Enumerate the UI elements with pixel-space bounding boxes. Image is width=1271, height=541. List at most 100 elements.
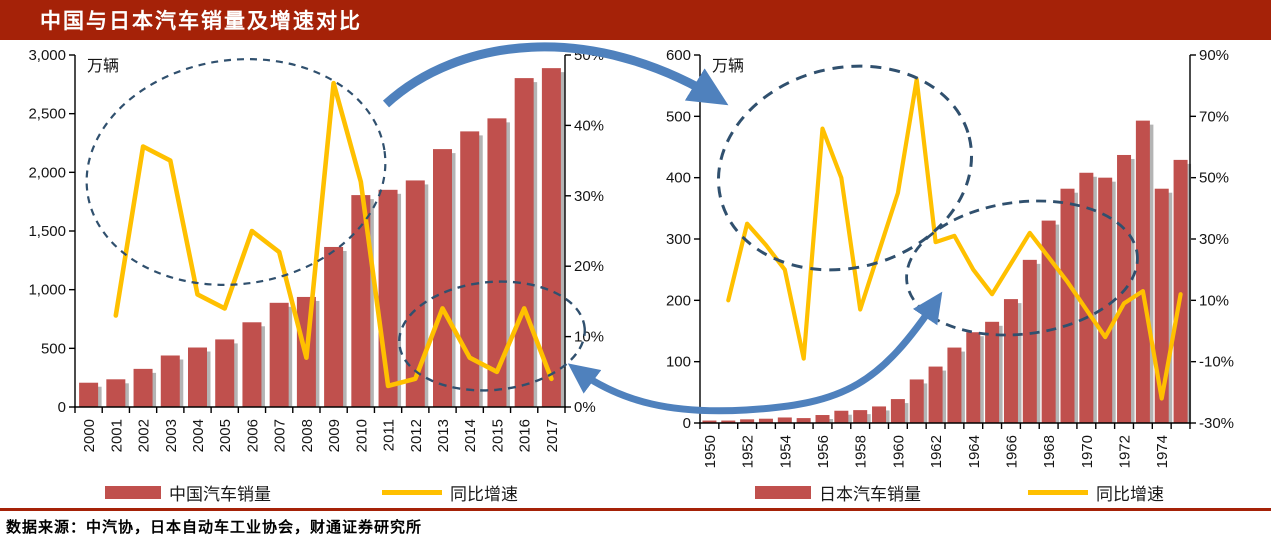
sales-bar (1135, 120, 1150, 424)
x-axis-year-label: 2001 (108, 419, 125, 452)
sales-bar (487, 118, 507, 408)
x-axis-year-label: 2004 (190, 419, 207, 452)
sales-bar (405, 180, 425, 407)
right-axis-tick-label: -30% (1199, 415, 1234, 432)
left-axis-tick-label: 600 (666, 47, 691, 64)
sales-bar (324, 246, 344, 407)
left-axis-tick-label: 300 (666, 231, 691, 248)
sales-bar (796, 418, 811, 423)
x-axis-year-label: 2005 (217, 419, 234, 452)
x-axis-year-label: 1954 (777, 435, 794, 468)
china-growth-legend-swatch (382, 490, 442, 495)
x-axis-year-label: 2003 (163, 419, 180, 452)
x-axis-year-label: 1968 (1041, 435, 1058, 468)
sales-bar (834, 410, 849, 423)
legend-item-japan-growth: 同比增速 (1028, 480, 1164, 505)
x-axis-year-label: 2002 (136, 419, 153, 452)
x-axis-year-label: 1950 (702, 435, 719, 468)
left-axis-tick-label: 0 (683, 415, 691, 432)
sales-bar (433, 149, 452, 408)
x-axis-year-label: 1958 (853, 435, 870, 468)
left-axis-tick-label: 3,000 (28, 47, 66, 64)
sales-bar (985, 321, 1000, 423)
legend-item-china-growth: 同比增速 (382, 480, 518, 505)
x-axis-year-label: 2008 (299, 419, 316, 452)
sales-bar (721, 420, 736, 423)
x-axis-year-label: 2016 (517, 419, 534, 452)
x-axis-year-label: 2000 (81, 419, 98, 452)
sales-bar (1003, 299, 1018, 423)
sales-bar (188, 347, 207, 407)
legend-item-japan-sales: 日本汽车销量 (755, 480, 921, 505)
japan-growth-legend-label: 同比增速 (1096, 485, 1164, 504)
right-axis-tick-label: 30% (1199, 231, 1229, 248)
right-axis-tick-label: -10% (1199, 354, 1234, 371)
right-axis-tick-label: 40% (574, 117, 604, 134)
x-axis-year-label: 1974 (1154, 435, 1171, 468)
left-axis-tick-label: 2,500 (28, 106, 66, 123)
sales-bar (541, 68, 561, 408)
x-axis-year-label: 2011 (381, 419, 398, 451)
right-axis-tick-label: 70% (1199, 108, 1229, 125)
x-axis-year-label: 2017 (544, 419, 561, 452)
left-axis-tick-label: 200 (666, 292, 691, 309)
left-axis-tick-label: 1,500 (28, 223, 66, 240)
sales-bar (853, 410, 868, 423)
sales-bar (79, 382, 99, 407)
left-axis-tick-label: 100 (666, 354, 691, 371)
highlight-ellipse-japan-early-growth (716, 64, 974, 272)
x-axis-year-label: 2009 (326, 419, 343, 452)
sales-bar (758, 418, 773, 423)
right-axis-tick-label: 30% (574, 188, 604, 205)
china-growth-legend-label: 同比增速 (450, 485, 518, 504)
china-auto-sales-chart: 0 500 1,000 1,500 2,000 2,500 3,000 0% 10% 20% 30%… (28, 47, 604, 452)
sales-bar (872, 406, 887, 423)
japan-growth-legend-swatch (1028, 490, 1088, 495)
axis-unit-label: 万辆 (712, 57, 744, 75)
x-axis-year-label: 1956 (815, 435, 832, 468)
x-axis-year-label: 1970 (1079, 435, 1096, 468)
left-axis-tick-label: 500 (41, 340, 66, 357)
sales-bar (242, 322, 262, 407)
left-axis-tick-label: 500 (666, 108, 691, 125)
sales-bar (215, 339, 235, 407)
x-axis-year-label: 1962 (928, 435, 945, 468)
right-axis-tick-label: 20% (574, 258, 604, 275)
sales-bar (1079, 172, 1094, 423)
sales-bar (106, 379, 126, 407)
source-divider (0, 508, 1271, 511)
sales-bar (966, 332, 981, 423)
japan-sales-legend-swatch (755, 486, 811, 499)
x-axis-year-label: 1960 (890, 435, 907, 468)
china-sales-legend-label: 中国汽车销量 (169, 485, 271, 504)
growth-line (113, 80, 554, 389)
x-axis-year-label: 2013 (435, 419, 452, 452)
x-axis-year-label: 1952 (740, 435, 757, 468)
sales-bar (1098, 177, 1113, 423)
comparison-arrow-top-icon (382, 42, 729, 108)
sales-bar (1022, 259, 1037, 423)
x-axis-year-label: 1964 (966, 435, 983, 468)
left-axis-tick-label: 1,000 (28, 282, 66, 299)
right-axis-tick-label: 10% (574, 329, 604, 346)
japan-sales-legend-label: 日本汽车销量 (819, 485, 921, 504)
left-axis-tick-label: 0 (58, 399, 66, 416)
sales-bar (160, 355, 180, 407)
sales-bar (777, 417, 792, 423)
left-axis-tick-label: 2,000 (28, 164, 66, 181)
sales-bar (269, 302, 289, 407)
page-title: 中国与日本汽车销量及增速对比 (40, 10, 362, 33)
sales-bar (351, 195, 371, 407)
right-axis-tick-label: 10% (1199, 292, 1229, 309)
data-source-note: 数据来源：中汽协，日本自动车工业协会，财通证券研究所 (6, 519, 423, 536)
x-axis-year-label: 2012 (408, 419, 425, 452)
highlight-ellipse-japan-late-growth (905, 199, 1139, 337)
legend-item-china-sales: 中国汽车销量 (105, 480, 271, 505)
sales-bar (133, 368, 153, 407)
x-axis-year-label: 2006 (244, 419, 261, 452)
x-axis-year-label: 1972 (1117, 435, 1134, 468)
sales-bar (1173, 159, 1188, 423)
x-axis-year-label: 2010 (353, 419, 370, 452)
sales-bar (1060, 188, 1075, 423)
